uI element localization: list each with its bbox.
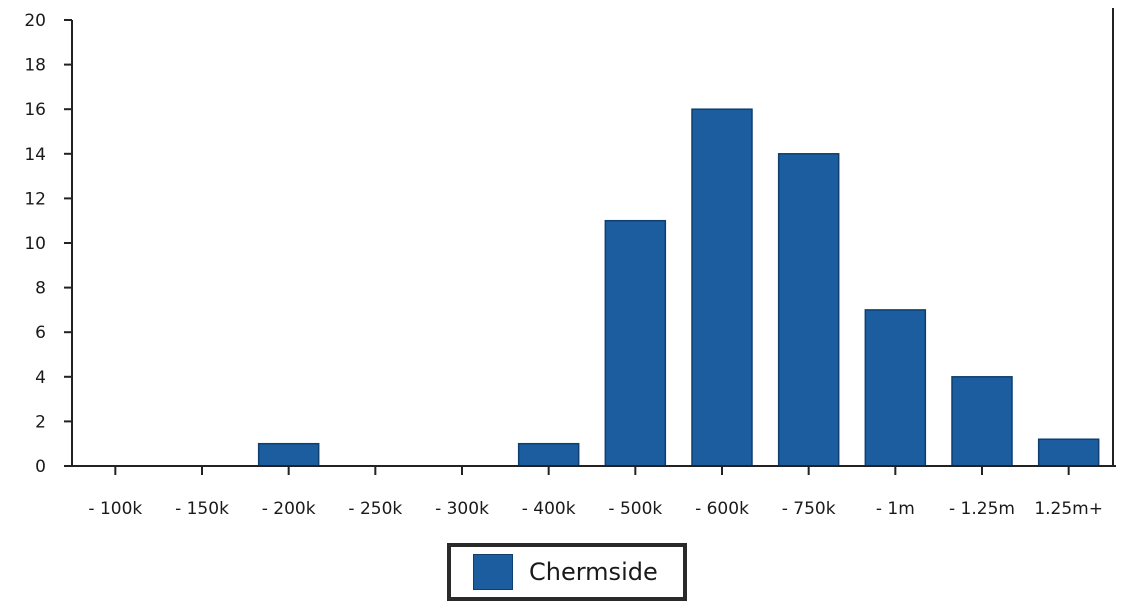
- x-category-label: 1.25m+: [1034, 499, 1103, 519]
- y-tick-label: 10: [24, 234, 46, 254]
- y-tick-label: 12: [24, 189, 46, 209]
- y-tick-label: 4: [35, 368, 46, 388]
- y-tick-label: 2: [35, 412, 46, 432]
- y-tick-label: 0: [35, 457, 46, 477]
- bars-group: [257, 108, 1100, 467]
- x-category-label: - 400k: [522, 499, 576, 519]
- bar: [517, 442, 580, 467]
- bar: [604, 219, 667, 467]
- x-category-label: - 750k: [782, 499, 836, 519]
- x-category-label: - 600k: [695, 499, 749, 519]
- y-tick-label: 18: [24, 56, 46, 76]
- y-tick-label: 8: [35, 279, 46, 299]
- x-category-label: - 1m: [876, 499, 915, 519]
- x-category-label: - 150k: [175, 499, 229, 519]
- bar: [864, 309, 927, 467]
- x-category-label: - 100k: [88, 499, 142, 519]
- x-ticks-group: - 100k - 150k - 200k - 250k - 300k - 400k - 50…: [88, 466, 1103, 519]
- bar: [951, 376, 1013, 467]
- chart: 0 2 4 6 8 10 12 14 16 18 20 - 100k - 150k - 200k - 25…: [24, 8, 1116, 519]
- x-category-label: - 500k: [608, 499, 662, 519]
- bar: [691, 108, 753, 467]
- y-tick-label: 20: [24, 11, 46, 31]
- bar: [1037, 438, 1100, 467]
- bar: [257, 442, 320, 467]
- x-category-label: - 1.25m: [949, 499, 1015, 519]
- x-category-label: - 200k: [262, 499, 316, 519]
- x-category-label: - 300k: [435, 499, 489, 519]
- y-tick-label: 14: [24, 145, 46, 165]
- y-ticks-group: 0 2 4 6 8 10 12 14 16 18 20: [24, 11, 72, 477]
- y-tick-label: 16: [24, 100, 46, 120]
- legend-label: Chermside: [529, 558, 658, 586]
- y-tick-label: 6: [35, 323, 46, 343]
- x-category-label: - 250k: [348, 499, 402, 519]
- legend: Chermside: [447, 543, 687, 601]
- bar: [777, 153, 840, 467]
- legend-swatch: [473, 554, 513, 590]
